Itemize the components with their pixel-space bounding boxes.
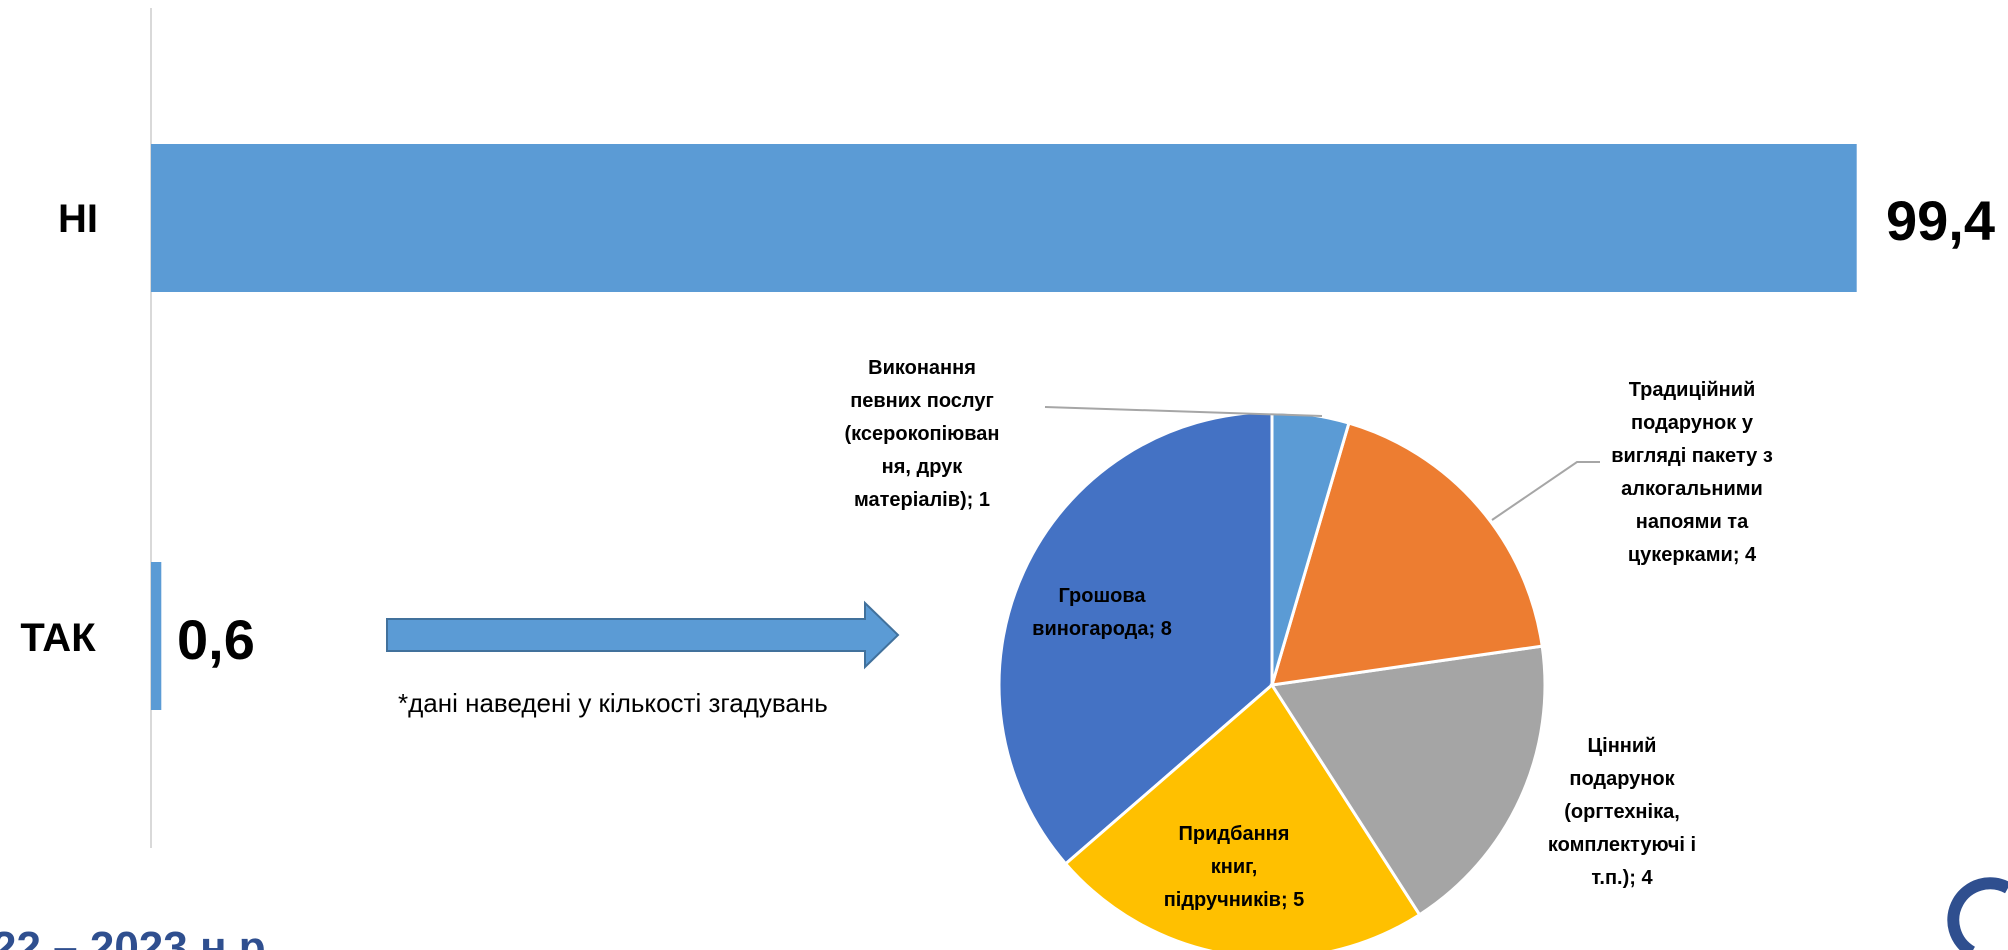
footnote: *дані наведені у кількості згадувань [398,688,828,718]
bar-ni [151,144,1857,292]
bar-tak [151,562,162,710]
pie-label-books: Придбання книг, підручників; 5 [1164,823,1305,911]
bar-category-ni: НІ [58,197,98,241]
bar-value-tak: 0,6 [177,608,255,671]
pie-label-traditional-gift: Традиційний подарунок у вигляді пакету з ал… [1611,379,1773,566]
logo-partial-icon [1947,877,2008,950]
arrow-shape [386,600,900,670]
pie-label-services: Виконання певних послуг (ксерокопіюван ня, … [845,357,1000,511]
pie-chart: Виконання певних послуг (ксерокопіюван ня, … [845,357,1773,950]
bar-chart: НІ ТАК 99,4 0,6 [20,8,1995,848]
pie-label-valuable-gift: Цінний подарунок (оргтехніка, комплектуючі … [1548,735,1696,889]
pie-slice-traditional-gift [1269,421,1544,687]
footer-years: 22 – 2023 н.р. [0,923,278,950]
leader-line-traditional [1491,461,1600,521]
pie-label-money: Грошова виногарода; 8 [1032,585,1172,640]
bar-value-ni: 99,4 [1886,189,1995,252]
pie-slice-money [997,410,1274,866]
pie-slice-books [1063,682,1422,950]
bar-category-tak: ТАК [20,616,96,660]
pie-slice-valuable-gift [1269,644,1547,917]
leader-line-services [1044,406,1323,417]
